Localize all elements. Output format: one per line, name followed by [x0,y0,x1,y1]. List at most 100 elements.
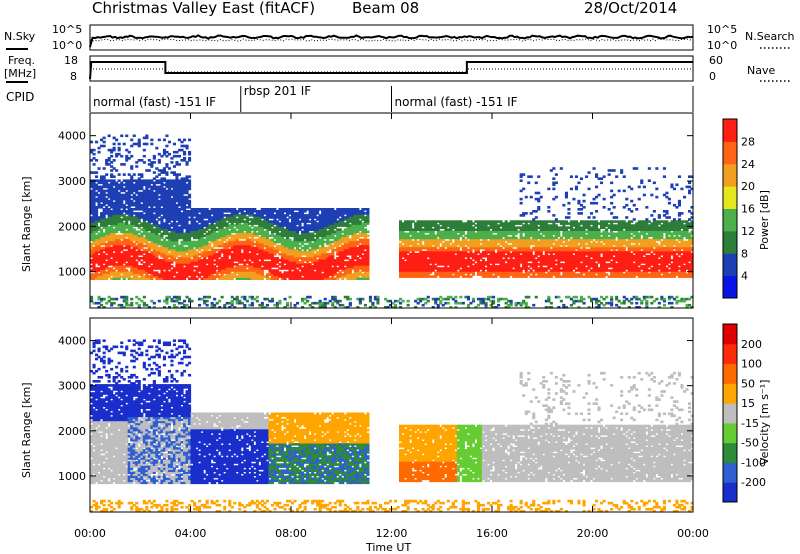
data-cell [426,271,430,274]
data-cell [147,234,151,238]
data-cell [318,257,322,260]
data-cell [363,254,367,258]
data-cell [110,191,114,195]
data-cell [213,297,217,301]
data-cell [107,157,111,160]
data-cell [434,275,438,278]
data-cell [268,244,272,248]
data-cell [283,252,287,256]
data-cell [215,259,219,262]
data-cell [308,226,312,229]
data-cell [170,201,174,205]
data-cell [343,271,347,274]
data-cell [303,234,307,238]
data-cell [157,267,161,270]
data-cell [145,193,149,197]
data-cell [110,161,114,164]
data-cell [336,273,340,276]
data-cell [120,218,124,221]
data-cell [348,252,352,256]
data-cell [353,267,357,270]
data-cell [165,150,169,154]
data-cell [449,306,453,309]
data-cell [162,169,166,172]
data-cell [115,271,119,274]
data-cell [125,187,129,191]
data-cell [278,226,282,229]
data-cell [102,197,106,201]
data-cell [328,246,332,250]
data-cell [210,230,214,234]
data-cell [167,212,171,215]
data-cell [220,275,224,278]
data-cell [356,210,360,213]
data-cell [318,273,322,276]
data-cell [220,220,224,223]
data-cell [170,252,174,256]
data-cell [424,273,428,276]
data-cell [421,297,425,301]
data-cell [278,218,282,221]
data-cell [230,224,234,227]
data-cell [446,228,450,231]
data-cell [439,250,443,254]
data-cell [167,277,171,280]
data-cell [177,250,181,254]
data-cell [135,271,139,274]
data-cell [210,265,214,268]
data-cell [90,185,94,189]
data-cell [323,252,327,256]
data-cell [449,224,453,227]
data-cell [318,263,322,266]
data-cell [404,232,408,236]
data-cell [145,257,149,260]
data-cell [175,226,179,229]
data-cell [323,208,327,211]
data-cell [258,267,262,270]
data-cell [346,250,350,254]
data-cell [122,195,126,199]
data-cell [117,244,121,248]
data-cell [100,216,104,219]
data-cell [160,263,164,266]
data-cell [127,173,131,176]
data-cell [313,275,317,278]
data-cell [200,212,204,215]
data-cell [270,265,274,268]
data-cell [170,271,174,274]
data-cell [100,224,104,227]
data-cell [117,248,121,252]
data-cell [177,275,181,278]
data-cell [238,244,242,248]
data-cell [245,244,249,248]
data-cell [213,230,217,234]
data-cell [105,238,109,242]
data-cell [394,299,398,303]
data-cell [195,226,199,229]
data-cell [278,228,282,231]
data-cell [409,261,413,264]
data-cell [419,220,423,223]
data-cell [283,220,287,223]
data-cell [361,212,365,215]
data-cell [248,265,252,268]
data-cell [243,252,247,256]
data-cell [353,261,357,264]
data-cell [177,163,181,166]
data-cell [293,208,297,211]
data-cell [323,240,327,244]
data-cell [441,242,445,246]
data-cell [318,259,322,262]
data-cell [333,259,337,262]
data-cell [167,263,171,266]
data-cell [97,146,101,150]
data-cell [250,254,254,258]
data-cell [456,273,460,276]
data-cell [165,295,169,299]
data-cell [243,208,247,211]
data-cell [353,238,357,242]
data-cell [288,234,292,238]
data-cell [220,208,224,211]
data-cell [260,273,264,276]
data-cell [122,238,126,242]
